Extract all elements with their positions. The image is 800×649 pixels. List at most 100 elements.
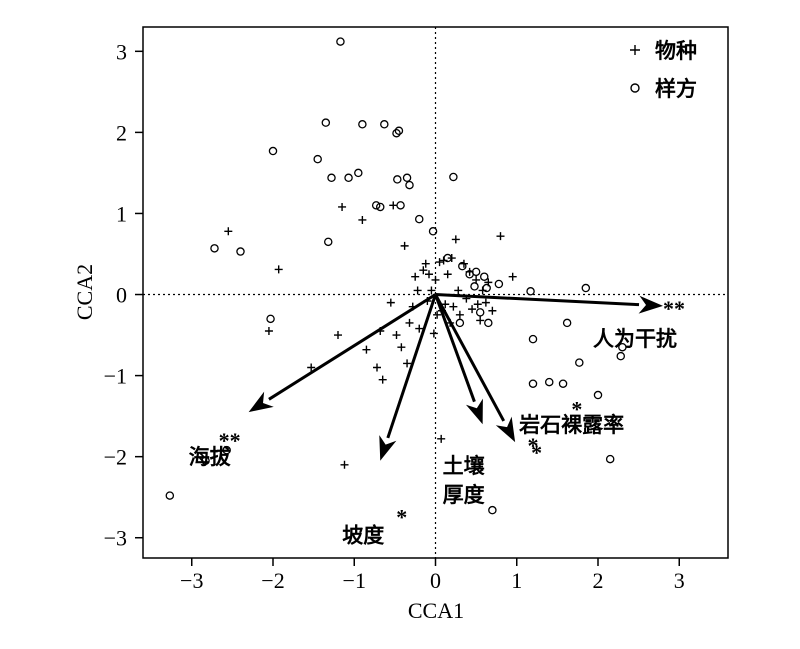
species-point	[425, 270, 433, 279]
legend-label: 物种	[655, 39, 697, 63]
significance-marker: **	[219, 428, 241, 453]
extra-plus-mark	[340, 460, 349, 469]
extra-marks: **	[340, 396, 582, 469]
species-point	[389, 201, 398, 210]
arrow-label: 坡度	[342, 524, 384, 548]
y-axis-title: CCA2	[72, 264, 97, 320]
species-point	[443, 270, 452, 279]
sample-plot-point	[616, 351, 626, 361]
species-point	[455, 310, 464, 319]
sample-plot-point	[380, 120, 389, 129]
x-tick-label: 3	[674, 568, 685, 593]
species-point	[496, 232, 505, 241]
species-point	[415, 324, 424, 333]
species-point	[472, 275, 481, 284]
arrow-label: 人为干扰	[593, 327, 677, 351]
species-point	[413, 286, 422, 295]
significance-marker: *	[396, 505, 407, 530]
sample-plot-point	[449, 172, 458, 182]
species-point	[454, 286, 463, 295]
extra-star-mark: *	[528, 433, 539, 458]
x-tick-label: 1	[511, 568, 522, 593]
species-point	[451, 235, 460, 244]
sample-plot-point	[392, 128, 401, 138]
y-tick-label: −3	[104, 526, 127, 551]
sample-plot-point	[479, 272, 489, 281]
species-point	[478, 286, 487, 295]
species-point	[421, 259, 430, 268]
arrow-shaft	[386, 294, 437, 439]
species-point	[484, 278, 493, 287]
species-point	[473, 300, 482, 309]
x-tick-label: −1	[343, 568, 366, 593]
arrow-head	[638, 295, 663, 314]
species-point	[405, 318, 414, 327]
arrow-shaft	[434, 293, 506, 422]
species-point	[264, 327, 273, 336]
species-point	[419, 266, 428, 275]
species-point	[307, 363, 316, 372]
species-point	[274, 265, 283, 274]
legend-circle-icon	[630, 83, 640, 93]
species-point	[476, 316, 485, 325]
species-point	[439, 256, 448, 265]
species-point	[441, 300, 450, 309]
sample-plot-point	[528, 379, 538, 388]
x-tick-label: −2	[261, 568, 284, 593]
sample-plot-point	[414, 214, 424, 224]
species-point	[378, 375, 387, 384]
y-tick-label: 0	[116, 283, 127, 308]
sample-plot-point	[545, 377, 554, 387]
sample-plot-point	[165, 491, 175, 500]
species-point	[433, 310, 442, 319]
species-point	[403, 359, 412, 368]
species-point	[224, 227, 233, 236]
sample-plot-point	[402, 173, 412, 183]
sample-plot-point	[396, 201, 405, 210]
sample-plot-point	[210, 244, 219, 253]
sample-plot-point	[484, 318, 493, 328]
sample-plot-point	[201, 456, 210, 465]
arrow-head	[379, 435, 397, 461]
x-tick-label: 2	[593, 568, 604, 593]
species-point	[392, 331, 401, 340]
sample-plot-point	[428, 227, 438, 236]
sample-plot-point	[336, 37, 345, 46]
sample-plot-point	[268, 146, 278, 156]
significance-marker: **	[663, 296, 685, 321]
sample-plot-point	[405, 180, 414, 190]
species-point	[488, 306, 497, 315]
sample-plot-point	[393, 175, 402, 184]
y-tick-label: 2	[116, 120, 127, 145]
species-point	[468, 305, 477, 314]
x-tick-label: 0	[430, 568, 441, 593]
sample-plot-point	[358, 120, 367, 129]
sample-plot-point	[581, 283, 591, 293]
species-point	[397, 343, 406, 352]
x-axis-title: CCA1	[408, 598, 464, 623]
sample-plot-point	[494, 279, 504, 289]
arrow-label: 海拔	[189, 445, 232, 469]
arrow-shaft	[434, 294, 476, 403]
sample-plot-point	[222, 445, 231, 455]
species-point	[362, 345, 371, 354]
arrow-head	[248, 391, 274, 413]
sample-plot-point	[618, 342, 627, 352]
species-point	[429, 329, 438, 338]
species-point	[427, 286, 436, 295]
sample-plot-point	[562, 318, 572, 328]
species-point	[373, 363, 381, 372]
species-point	[481, 298, 490, 307]
species-point	[338, 202, 347, 211]
species-point	[449, 302, 458, 311]
legend-plus-icon	[630, 45, 640, 55]
sample-plot-point	[488, 505, 497, 515]
sample-plot-point	[528, 334, 538, 344]
sample-plot-point	[313, 154, 322, 164]
sample-plot-point	[593, 390, 603, 400]
arrow-shaft	[435, 293, 640, 307]
extra-star-mark: *	[571, 396, 582, 421]
sample-plot-point	[236, 247, 245, 256]
